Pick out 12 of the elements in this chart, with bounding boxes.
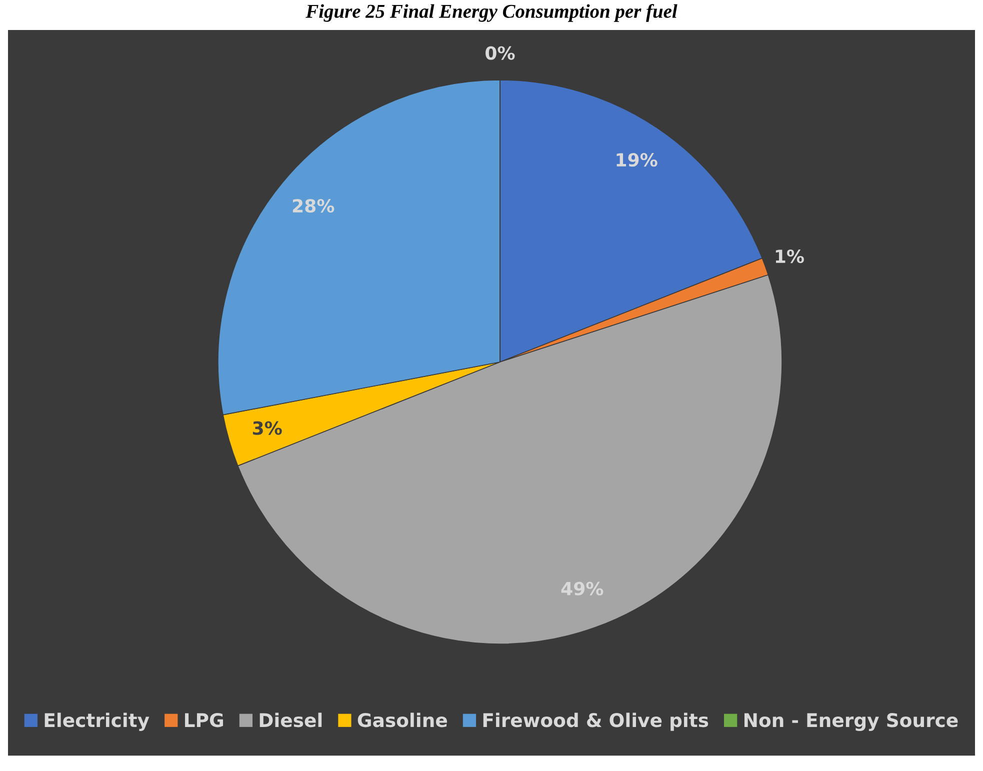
data-label: 3% [252,421,282,435]
chart-title: Figure 25 Final Energy Consumption per fuel [306,4,678,22]
data-label: 1% [776,249,804,264]
legend-label: Diesel [260,712,322,728]
data-label: 28% [292,198,334,213]
legend-label: Firewood & Olive pits [483,712,708,731]
legend-label: Electricity [44,712,150,731]
text: 0% [486,46,515,60]
legend-label: Non - Energy Source [744,713,958,731]
legend-label: LPG [185,713,224,728]
data-label: 19% [616,153,658,167]
legend-label: Gasoline [358,712,448,728]
